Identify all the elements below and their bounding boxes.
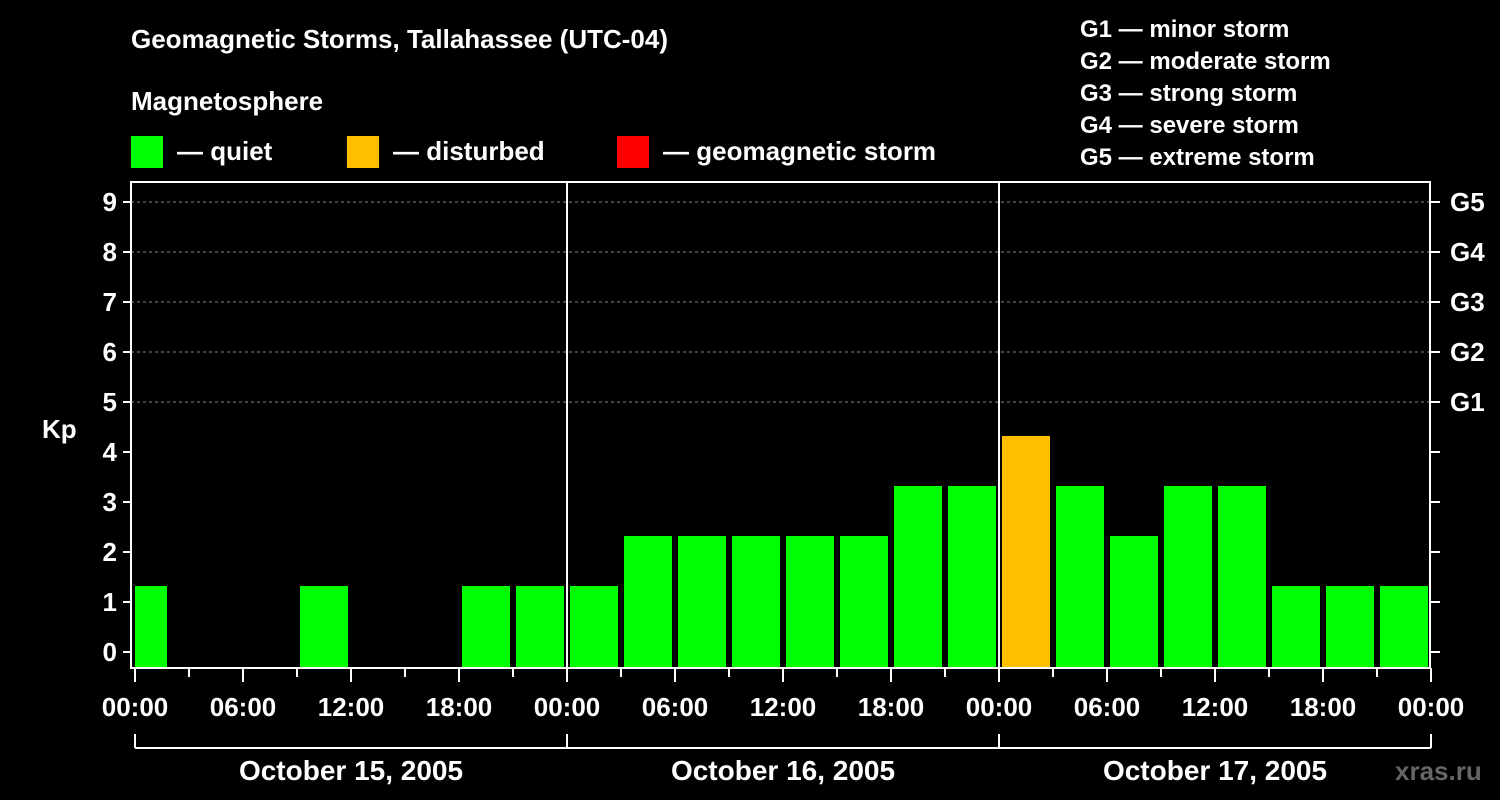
storm-level-label: G5 [1450,187,1485,217]
kp-bar [1380,586,1428,668]
kp-bar [840,536,888,668]
storm-scale-g3: G3 — strong storm [1080,80,1298,107]
kp-bar [678,536,726,668]
bar-layer [135,436,1428,668]
kp-bar [1272,586,1320,668]
kp-bar [135,586,167,668]
x-tick-label: 00:00 [534,692,601,722]
x-tick-label: 06:00 [210,692,277,722]
y-tick-label: 4 [103,437,118,467]
legend-label-quiet: — quiet [177,136,273,166]
y-tick-label: 0 [103,637,117,667]
watermark: xras.ru [1395,756,1482,786]
storm-level-label: G1 [1450,387,1485,417]
storm-scale-legend: G1 — minor storm G2 — moderate storm G3 … [1080,16,1331,176]
x-tick-label: 00:00 [1398,692,1465,722]
kp-bar [732,536,780,668]
x-tick-label: 06:00 [642,692,709,722]
y-tick-label: 6 [103,337,117,367]
y-tick-label: 9 [103,187,117,217]
kp-bar [624,536,672,668]
day-label: October 17, 2005 [1103,755,1327,786]
kp-bar [570,586,618,668]
kp-bar [516,586,564,668]
storm-scale-g2: G2 — moderate storm [1080,48,1331,75]
legend-label-disturbed: — disturbed [393,136,545,166]
kp-bar [786,536,834,668]
axis-layer: 0 1 2 3 4 5 6 7 8 9 G1 G2 G3 G4 G5 Kp 00:00 06:00 12:00 18:… [42,181,1485,786]
kp-bar [1002,436,1050,668]
legend-swatch-quiet [131,136,163,168]
kp-bar [1164,486,1212,668]
storm-level-label: G3 [1450,287,1485,317]
magnetosphere-title: Magnetosphere [131,86,324,116]
kp-bar [300,586,348,668]
x-tick-label: 18:00 [426,692,493,722]
legend-swatch-storm [617,136,649,168]
day-label: October 16, 2005 [671,755,895,786]
storm-scale-g5: G5 — extreme storm [1080,144,1315,171]
day-label: October 15, 2005 [239,755,463,786]
kp-bar [948,486,996,668]
x-tick-label: 00:00 [102,692,169,722]
y-axis-label: Kp [42,414,77,444]
x-tick-label: 12:00 [318,692,385,722]
kp-bar [1056,486,1104,668]
x-tick-label: 12:00 [1182,692,1249,722]
y-tick-label: 2 [103,537,117,567]
kp-bar [894,486,942,668]
x-tick-label: 18:00 [1290,692,1357,722]
kp-bar [462,586,510,668]
x-tick-label: 12:00 [750,692,817,722]
storm-scale-g4: G4 — severe storm [1080,112,1299,139]
legend-swatch-disturbed [347,136,379,168]
x-tick-label: 18:00 [858,692,925,722]
chart-title: Geomagnetic Storms, Tallahassee (UTC-04) [131,24,669,54]
kp-bar [1218,486,1266,668]
x-tick-label: 00:00 [966,692,1033,722]
grid-layer [131,201,1430,403]
plot-frame [130,181,1431,669]
storm-level-label: G2 [1450,337,1485,367]
kp-bar [1110,536,1158,668]
y-tick-label: 1 [103,587,117,617]
storm-scale-g1: G1 — minor storm [1080,16,1290,43]
storm-level-label: G4 [1450,237,1485,267]
y-tick-label: 7 [103,287,117,317]
kp-bar [1326,586,1374,668]
legend-label-storm: — geomagnetic storm [663,136,937,166]
y-tick-label: 8 [103,237,117,267]
y-tick-label: 3 [103,487,117,517]
y-tick-label: 5 [103,387,117,417]
x-tick-label: 06:00 [1074,692,1141,722]
